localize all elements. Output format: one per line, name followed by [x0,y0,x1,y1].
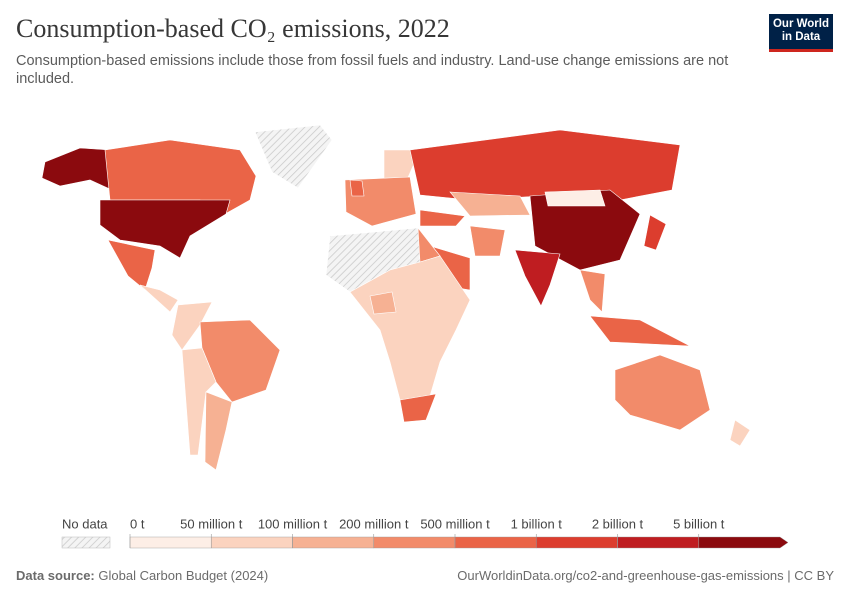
footer-url[interactable]: OurWorldinData.org/co2-and-greenhouse-ga… [457,568,834,583]
footer-label: Data source: [16,568,95,583]
country[interactable] [729,419,751,447]
country[interactable] [349,255,471,401]
logo-line: in Data [781,31,821,43]
country[interactable] [107,239,156,291]
country[interactable] [349,179,365,197]
country[interactable] [589,315,691,347]
country[interactable] [514,249,561,307]
country[interactable] [204,391,233,471]
countries [41,124,751,471]
country[interactable] [369,291,397,315]
logo-line: Our World [772,18,829,30]
legend-tick-label: 0 t [130,516,145,531]
country[interactable] [614,354,711,431]
legend-bin [617,536,699,549]
country[interactable] [409,129,681,201]
legend-tick-label: 500 million t [420,516,490,531]
country[interactable] [529,189,641,271]
legend-bin [211,536,293,549]
country[interactable] [171,301,213,351]
country[interactable] [643,214,667,251]
country[interactable] [579,269,606,313]
country[interactable] [41,147,113,191]
legend-bin [698,536,789,549]
country[interactable] [254,124,333,189]
footer-text: Global Carbon Budget (2024) [98,568,269,583]
legend-tick-label: 2 billion t [592,516,644,531]
logo[interactable]: Our World in Data [769,14,833,52]
country[interactable] [469,225,506,257]
legend: No data 0 t 50 million t 100 million t 200 … [61,516,789,549]
legend-tick-label: 1 billion t [511,516,563,531]
country[interactable] [99,199,231,259]
country[interactable] [399,393,437,423]
country[interactable] [544,189,606,207]
chart-title: Consumption-based CO₂ emissions, 2022 [16,14,450,43]
legend-bin [129,536,212,549]
legend-bin [454,536,537,549]
chart-subtitle: Consumption-based emissions include thos… [16,53,729,87]
country[interactable] [419,209,466,227]
legend-tick-label: 50 million t [180,516,243,531]
legend-no-data-swatch [61,536,111,549]
legend-bin [536,536,618,549]
legend-tick-label: 100 million t [258,516,328,531]
legend-bin [373,536,456,549]
legend-bin [292,536,374,549]
legend-tick-label: 5 billion t [673,516,725,531]
footer-source: Data source: Global Carbon Budget (2024) [16,568,268,583]
legend-label: No data [62,516,108,531]
legend-tick-label: 200 million t [339,516,409,531]
country[interactable] [139,284,179,313]
map: No data 0 t 50 million t 100 million t 200 … [41,124,789,549]
country[interactable] [449,191,531,217]
country[interactable] [199,319,281,403]
